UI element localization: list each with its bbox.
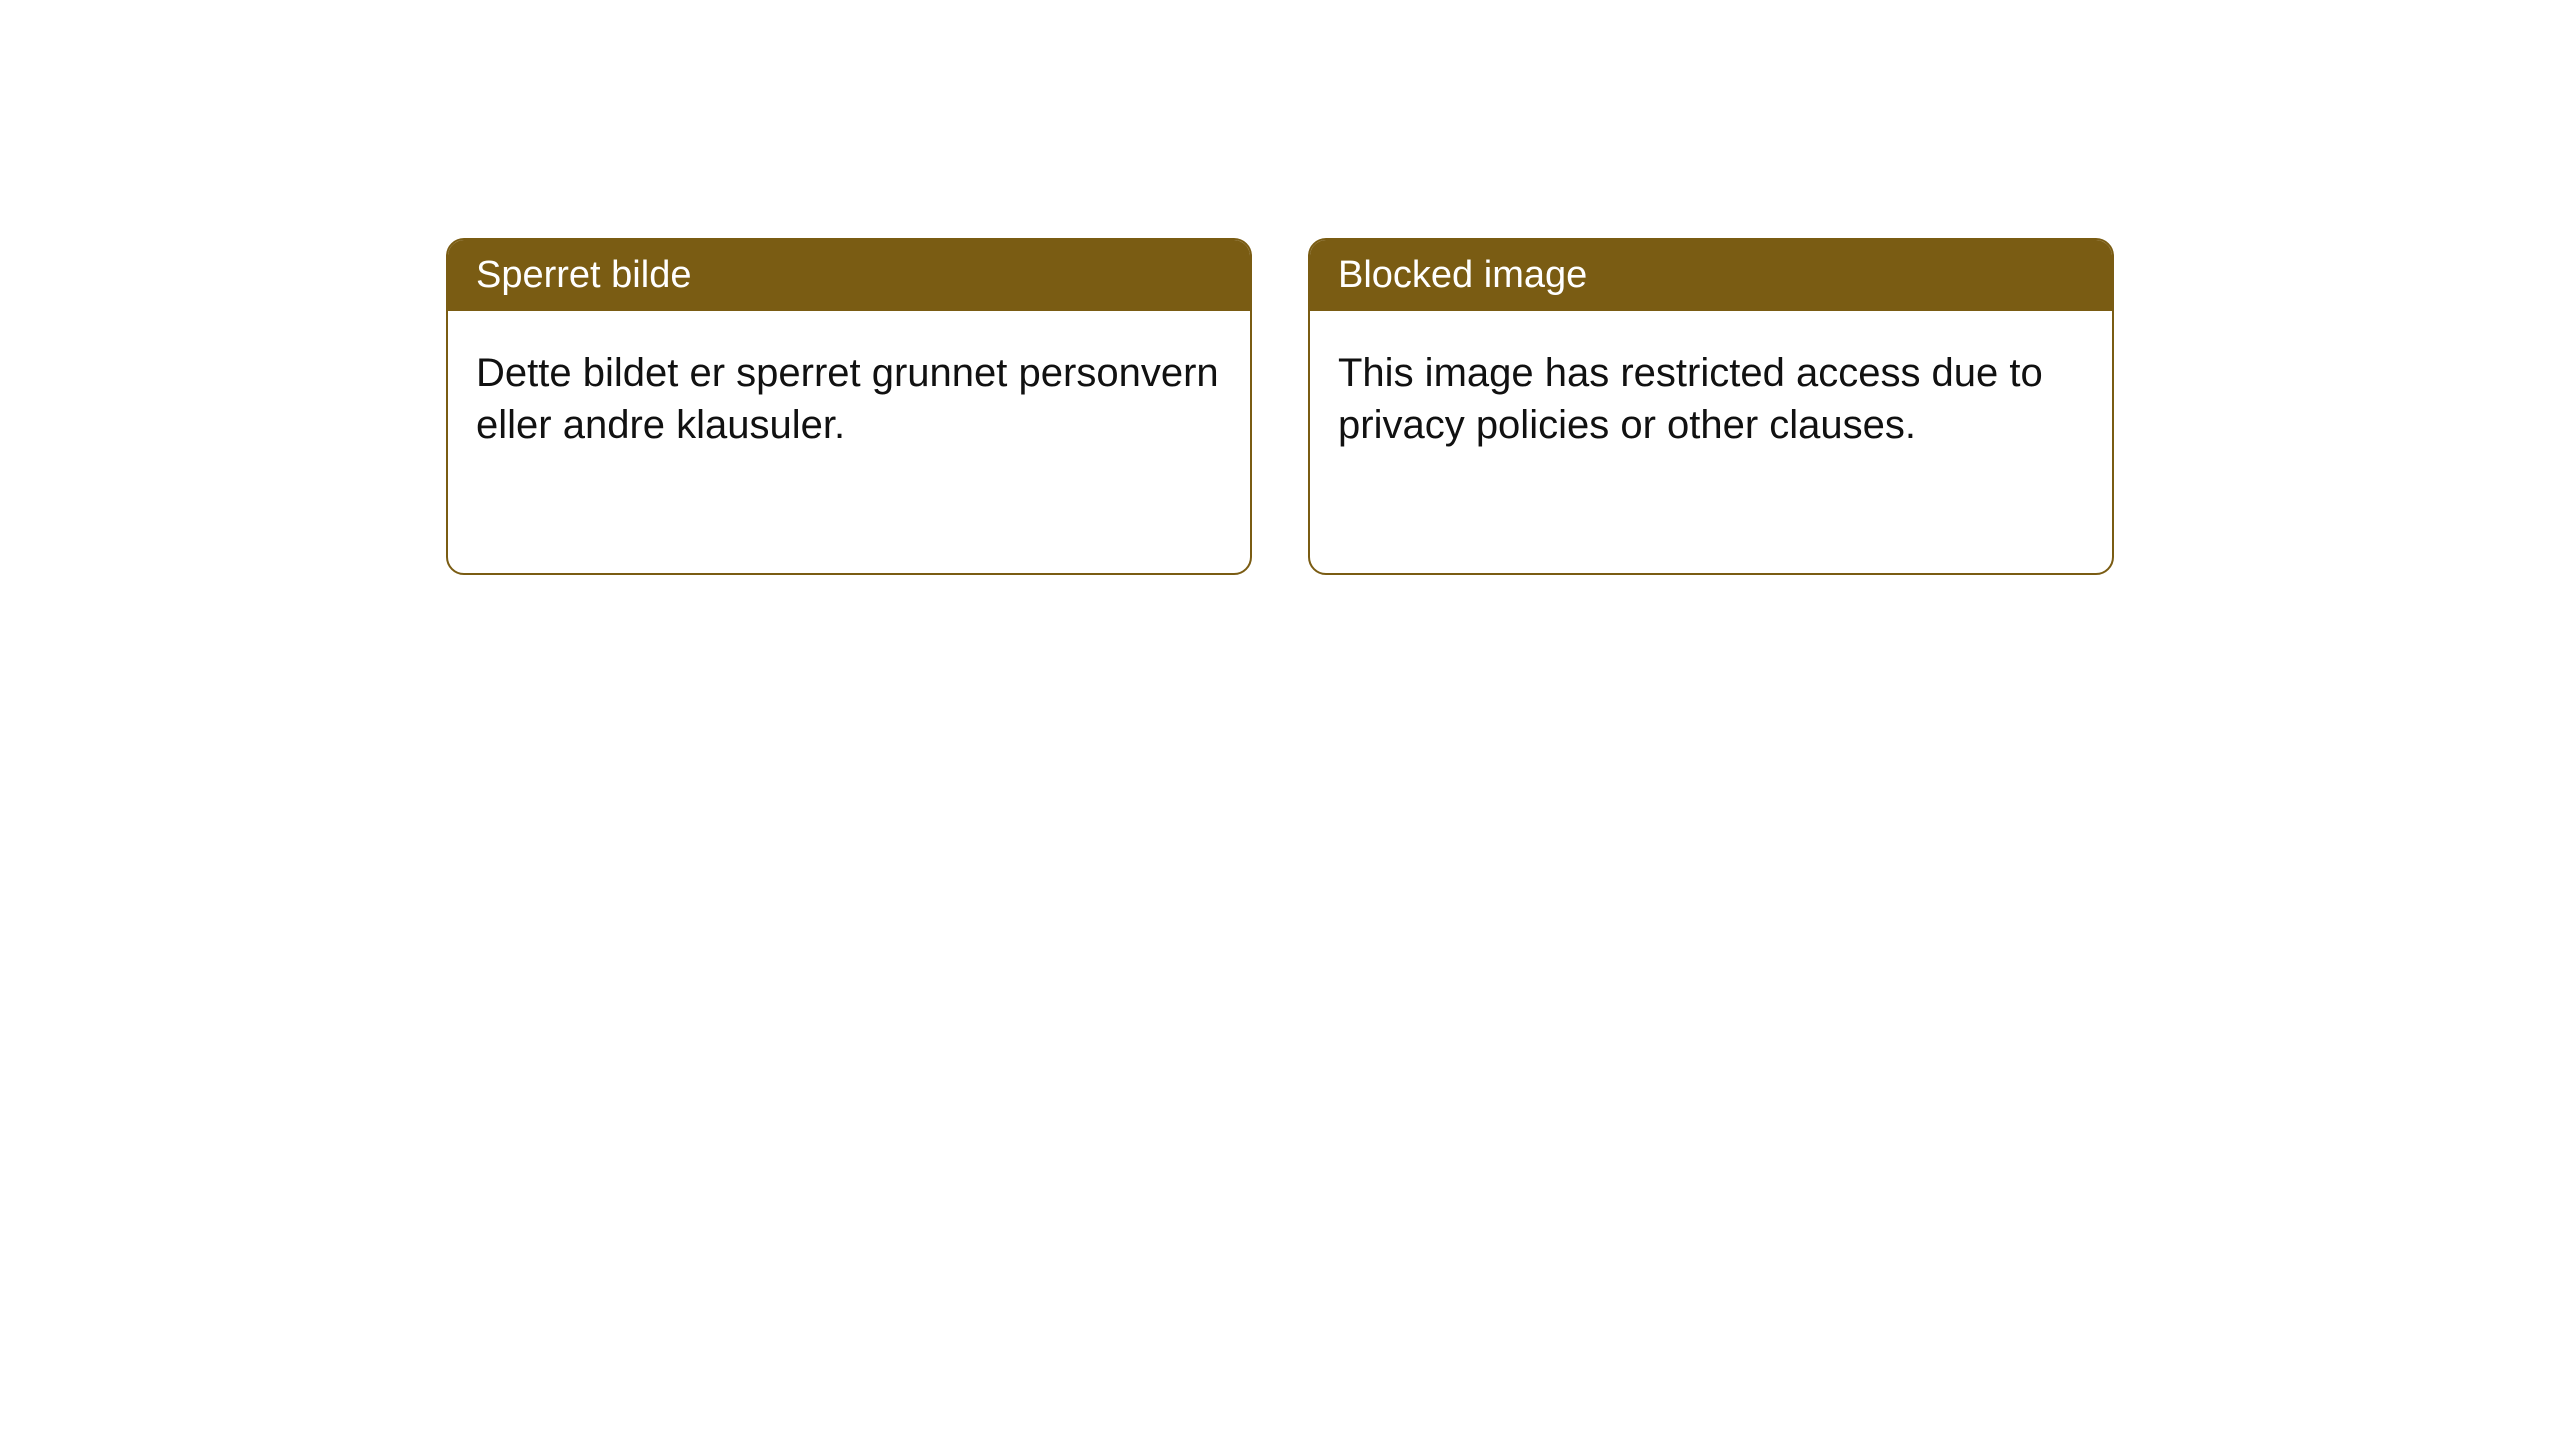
notice-container: Sperret bilde Dette bildet er sperret gr… — [0, 0, 2560, 575]
notice-message: This image has restricted access due to … — [1338, 351, 2043, 447]
notice-card-english: Blocked image This image has restricted … — [1308, 238, 2114, 575]
notice-header: Blocked image — [1310, 240, 2112, 311]
notice-title: Sperret bilde — [476, 254, 691, 296]
notice-title: Blocked image — [1338, 254, 1587, 296]
notice-card-norwegian: Sperret bilde Dette bildet er sperret gr… — [446, 238, 1252, 575]
notice-header: Sperret bilde — [448, 240, 1250, 311]
notice-message: Dette bildet er sperret grunnet personve… — [476, 351, 1219, 447]
notice-body: This image has restricted access due to … — [1310, 311, 2112, 487]
notice-body: Dette bildet er sperret grunnet personve… — [448, 311, 1250, 487]
